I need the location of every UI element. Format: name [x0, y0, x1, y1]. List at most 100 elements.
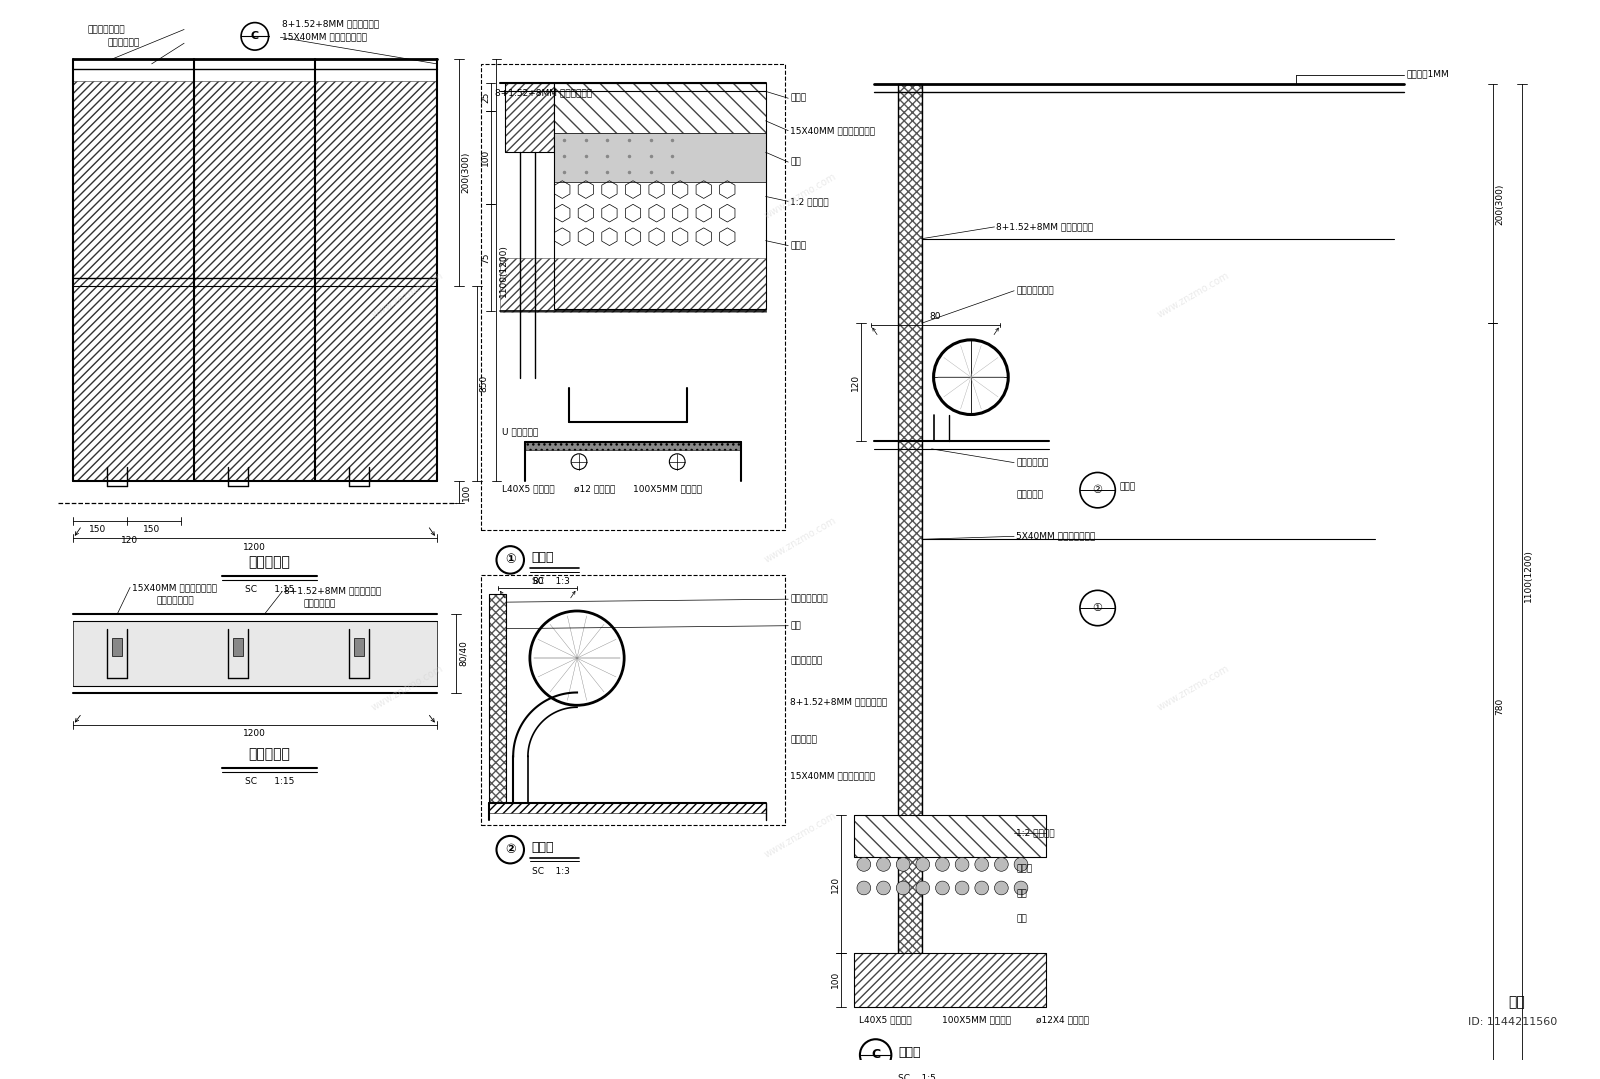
- Circle shape: [936, 882, 949, 894]
- Text: C: C: [870, 1049, 880, 1062]
- Text: 1:2 水泥砂浆: 1:2 水泥砂浆: [1016, 829, 1054, 837]
- Text: 8+1.52+8MM 夹胶安全玻璃: 8+1.52+8MM 夹胶安全玻璃: [496, 88, 592, 98]
- Text: ②: ②: [506, 843, 515, 856]
- Text: 砂光不锈钢扶手: 砂光不锈钢扶手: [790, 595, 827, 603]
- Bar: [898, 84, 922, 975]
- Circle shape: [974, 858, 989, 871]
- Bar: [854, 816, 1045, 857]
- Text: 120: 120: [830, 875, 840, 892]
- Text: 80/40: 80/40: [459, 640, 467, 666]
- Text: 不锈钢连接件: 不锈钢连接件: [1016, 459, 1048, 467]
- Text: www.znzmo.com: www.znzmo.com: [762, 516, 838, 565]
- Text: SC    1:5: SC 1:5: [898, 1074, 936, 1079]
- Text: 玻璃: 玻璃: [790, 622, 802, 630]
- Bar: [488, 804, 766, 814]
- Circle shape: [915, 882, 930, 894]
- Text: ø12X4 膨胀螺丝: ø12X4 膨胀螺丝: [1035, 1015, 1088, 1024]
- Circle shape: [896, 882, 910, 894]
- Text: 1200: 1200: [243, 729, 266, 738]
- Bar: [555, 83, 766, 133]
- Circle shape: [974, 882, 989, 894]
- Text: 石材: 石材: [1016, 889, 1027, 899]
- Bar: [525, 442, 741, 450]
- Bar: [112, 639, 122, 656]
- Text: 1:2 水泥砂浆: 1:2 水泥砂浆: [790, 196, 829, 206]
- Text: 栏杆立面图: 栏杆立面图: [248, 555, 291, 569]
- Text: 不锈钢嵌条: 不锈钢嵌条: [790, 735, 818, 745]
- Bar: [555, 83, 766, 310]
- Bar: [506, 83, 555, 152]
- Text: 1100(1200): 1100(1200): [1525, 549, 1533, 602]
- Bar: [74, 81, 437, 481]
- Text: 找平层: 找平层: [1016, 864, 1032, 874]
- Circle shape: [955, 858, 970, 871]
- Bar: [555, 133, 766, 181]
- Text: SC      1:15: SC 1:15: [245, 777, 294, 787]
- Bar: [74, 620, 437, 685]
- Circle shape: [1014, 882, 1027, 894]
- Text: C: C: [251, 31, 259, 41]
- Bar: [488, 595, 506, 805]
- Text: 120: 120: [851, 373, 859, 391]
- Text: 垫块层: 垫块层: [790, 241, 806, 250]
- Bar: [480, 575, 786, 825]
- Bar: [488, 595, 506, 805]
- Text: 不锈钢连接件: 不锈钢连接件: [304, 600, 336, 609]
- Text: 不锈钢连接件: 不锈钢连接件: [107, 39, 139, 47]
- Circle shape: [995, 858, 1008, 871]
- Text: 木漆漆膜1MM: 木漆漆膜1MM: [1406, 69, 1450, 78]
- Text: 节点图: 节点图: [898, 1047, 920, 1060]
- Text: 砂光不锈钢扶手: 砂光不锈钢扶手: [1016, 286, 1054, 296]
- Bar: [898, 84, 922, 975]
- Text: 节点图: 节点图: [531, 842, 554, 855]
- Text: 8+1.52+8MM 夹胶安全玻璃: 8+1.52+8MM 夹胶安全玻璃: [282, 19, 379, 28]
- Text: www.znzmo.com: www.znzmo.com: [1155, 270, 1230, 319]
- Text: 100: 100: [461, 483, 470, 501]
- Text: 100: 100: [482, 149, 490, 166]
- Text: 石材: 石材: [790, 158, 802, 166]
- Bar: [854, 816, 1045, 857]
- Text: 8+1.52+8MM 夹胶安全玻璃: 8+1.52+8MM 夹胶安全玻璃: [285, 587, 381, 596]
- Text: 8+1.52+8MM 夹胶安全玻璃: 8+1.52+8MM 夹胶安全玻璃: [997, 222, 1093, 231]
- Text: 100X5MM 镀锌钢板: 100X5MM 镀锌钢板: [942, 1015, 1011, 1024]
- Text: 80: 80: [930, 312, 941, 320]
- Text: www.znzmo.com: www.znzmo.com: [370, 270, 445, 319]
- Bar: [480, 64, 786, 531]
- Text: 5X40MM 夹心不锈钢压杆: 5X40MM 夹心不锈钢压杆: [1016, 532, 1096, 541]
- Text: 不锈钢连接件: 不锈钢连接件: [790, 656, 822, 666]
- Text: L40X5 镀锌角钢: L40X5 镀锌角钢: [859, 1015, 912, 1024]
- Circle shape: [915, 858, 930, 871]
- Text: ①: ①: [506, 554, 515, 566]
- Circle shape: [896, 858, 910, 871]
- Text: 200(300): 200(300): [1494, 183, 1504, 224]
- Text: L40X5 镀锌角钢: L40X5 镀锌角钢: [502, 484, 555, 494]
- Text: 见详图: 见详图: [1120, 482, 1136, 492]
- Text: ø12 膨胀螺丝: ø12 膨胀螺丝: [574, 484, 616, 494]
- Text: 15X40MM 夹心不锈钢压杆: 15X40MM 夹心不锈钢压杆: [282, 32, 368, 42]
- Text: 不锈钢嵌条: 不锈钢嵌条: [1016, 491, 1043, 500]
- Bar: [234, 639, 243, 656]
- Text: 8+1.52+8MM 夹胶安全玻璃: 8+1.52+8MM 夹胶安全玻璃: [790, 698, 888, 707]
- Bar: [854, 953, 1045, 1007]
- Circle shape: [877, 858, 890, 871]
- Text: 变截面: 变截面: [790, 94, 806, 103]
- Text: SC      1:15: SC 1:15: [245, 585, 294, 593]
- Text: 100X5MM 镀锌钢板: 100X5MM 镀锌钢板: [634, 484, 702, 494]
- Text: 150: 150: [142, 525, 160, 534]
- Text: ②: ②: [1093, 486, 1102, 495]
- Text: 780: 780: [1494, 698, 1504, 715]
- Text: 25: 25: [482, 92, 490, 103]
- Text: 15X40MM 夹心不锈钢压杆: 15X40MM 夹心不锈钢压杆: [790, 126, 875, 135]
- Text: U 型连接钢槽: U 型连接钢槽: [502, 427, 539, 437]
- Text: 砂光不锈钢扶手: 砂光不锈钢扶手: [88, 25, 125, 33]
- Text: 知末: 知末: [1509, 995, 1525, 1009]
- Bar: [854, 953, 1045, 1007]
- Circle shape: [955, 882, 970, 894]
- Text: www.znzmo.com: www.znzmo.com: [762, 810, 838, 860]
- Text: 15X40MM 夹心不锈钢压杆: 15X40MM 夹心不锈钢压杆: [133, 583, 218, 592]
- Bar: [506, 83, 555, 152]
- Text: SC    1:3: SC 1:3: [531, 866, 570, 876]
- Text: 850: 850: [480, 374, 488, 392]
- Text: www.znzmo.com: www.znzmo.com: [762, 172, 838, 221]
- Text: SC    1:3: SC 1:3: [531, 577, 570, 586]
